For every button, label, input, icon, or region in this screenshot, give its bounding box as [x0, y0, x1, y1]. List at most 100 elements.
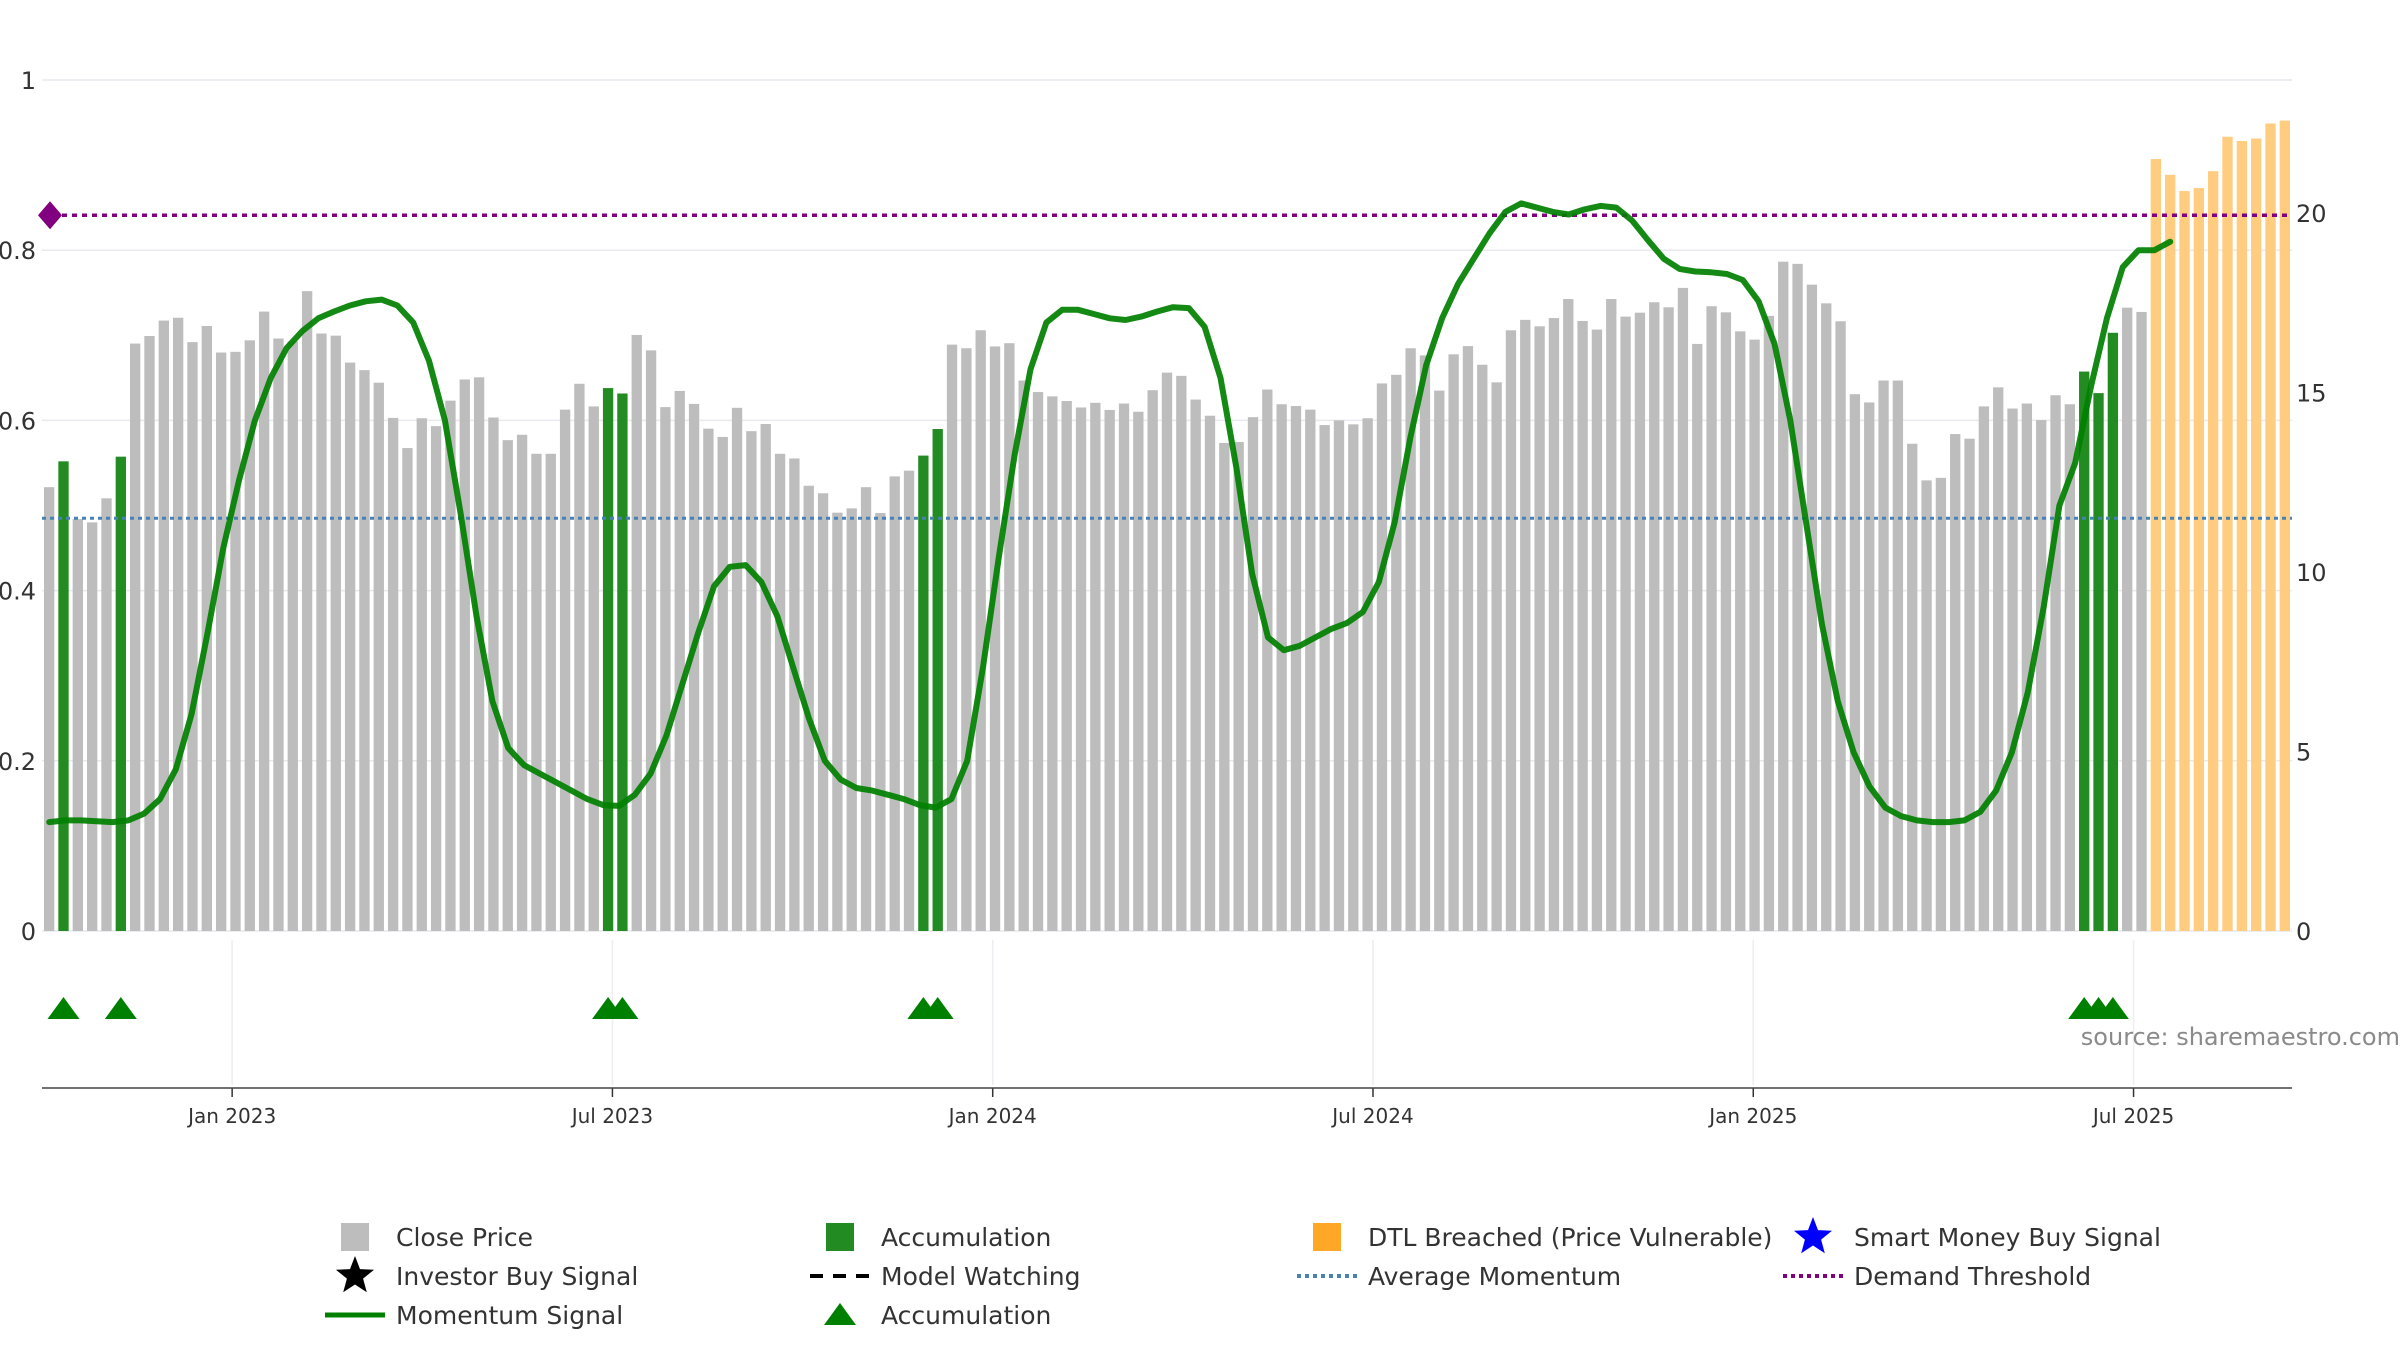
dtl-breached-bar [2236, 141, 2247, 932]
legend-swatch [341, 1223, 369, 1251]
close-price-bar [1004, 343, 1015, 931]
x-tick-label: Jul 2025 [2091, 1104, 2174, 1128]
close-price-bar [846, 508, 857, 931]
price-bars [44, 120, 2290, 932]
close-price-bar [1505, 330, 1517, 931]
close-price-bar [359, 370, 370, 931]
legend-star-icon [336, 1256, 374, 1293]
close-price-bar [774, 453, 786, 931]
close-price-bar [1950, 434, 1961, 931]
close-price-bar [1276, 404, 1287, 931]
close-price-bar [946, 344, 958, 931]
close-price-bar [1548, 318, 1560, 931]
close-price-bar [1763, 315, 1775, 931]
close-price-bar [1018, 380, 1029, 931]
legend-label: DTL Breached (Price Vulnerable) [1368, 1223, 1772, 1252]
close-price-bar [789, 458, 800, 931]
close-price-bar [1649, 302, 1660, 932]
close-price-bar [1075, 407, 1087, 932]
close-price-bar [1835, 321, 1846, 931]
close-price-bar [1333, 420, 1345, 931]
close-price-bar [273, 338, 284, 932]
momentum-signal-path [46, 200, 2174, 826]
close-price-bar [330, 335, 341, 931]
close-price-bar [1319, 425, 1330, 931]
close-price-bar [1118, 403, 1130, 931]
dtl-breached-bar [2251, 138, 2262, 931]
accumulation-triangle [104, 997, 137, 1019]
close-price-bar [989, 346, 1001, 931]
x-tick-label: Jan 2025 [1707, 1104, 1797, 1128]
legend-triangle-icon [824, 1303, 856, 1325]
left-tick-label: 0 [21, 918, 36, 946]
close-price-bar [875, 513, 886, 931]
legend-label: Close Price [396, 1223, 533, 1252]
accumulation-bar [2093, 393, 2104, 931]
close-price-bar [1047, 396, 1058, 932]
legend-label: Accumulation [881, 1301, 1051, 1330]
close-price-bar [87, 522, 98, 931]
close-price-bar [1620, 316, 1631, 931]
close-price-bar [459, 379, 470, 931]
close-price-bar [1591, 329, 1603, 932]
accumulation-triangle [606, 997, 639, 1019]
close-price-bar [1792, 263, 1803, 931]
dtl-breached-bar [2165, 174, 2176, 932]
close-price-bar [1735, 331, 1746, 931]
close-price-bar [373, 382, 384, 931]
close-price-bar [1290, 406, 1302, 932]
close-price-bar [1663, 307, 1674, 931]
right-tick-label: 20 [2296, 200, 2327, 228]
close-price-bar [1878, 380, 1889, 931]
close-price-bar [531, 453, 542, 931]
legend: Close Price Accumulation DTL Breached (Pri… [325, 1217, 2161, 1330]
accumulation-bar [58, 461, 69, 931]
close-price-bar [244, 340, 255, 931]
dtl-breached-bar [2279, 120, 2290, 932]
close-price-bar [2136, 311, 2147, 931]
close-price-bar [731, 407, 743, 931]
close-price-bar [172, 317, 184, 932]
accumulation-bar [115, 456, 126, 931]
accumulation-markers [47, 997, 2129, 1019]
close-price-bar [101, 498, 112, 931]
close-price-bar [1993, 387, 2004, 932]
close-price-bar [975, 330, 986, 931]
legend-label: Accumulation [881, 1223, 1051, 1252]
close-price-bar [688, 403, 700, 931]
close-price-bar [1032, 392, 1044, 931]
close-price-bar [1104, 409, 1115, 931]
close-price-bar [1935, 477, 1947, 931]
close-price-bar [230, 351, 241, 932]
close-price-bar [1821, 303, 1832, 931]
demand-threshold-marker [38, 201, 62, 230]
dtl-breached-bar [2208, 171, 2219, 931]
close-price-bar [1563, 299, 1574, 931]
close-price-bar [1161, 372, 1173, 932]
close-price-bar [473, 377, 485, 931]
close-price-bar [129, 343, 141, 931]
dtl-breached-bar [2150, 158, 2162, 931]
close-price-bar [1534, 326, 1545, 931]
close-price-bar [72, 519, 83, 931]
close-price-bar [187, 342, 198, 931]
close-price-bar [860, 487, 872, 931]
close-price-bar [1491, 382, 1502, 932]
source-credit: source: sharemaestro.com [2081, 1023, 2400, 1051]
close-price-bar [588, 406, 599, 931]
close-price-bar [1749, 339, 1760, 931]
dtl-breached-bar [2193, 188, 2205, 932]
close-price-bar [402, 448, 413, 931]
accumulation-bar [602, 388, 614, 931]
close-price-bar [2036, 420, 2047, 931]
x-tick-label: Jul 2024 [1330, 1104, 1413, 1128]
close-price-bar [1448, 354, 1459, 931]
close-price-bar [158, 320, 169, 931]
accumulation-bar [617, 393, 628, 932]
accumulation-bar [918, 455, 929, 931]
x-tick-label: Jan 2023 [186, 1104, 276, 1128]
close-price-bar [1133, 411, 1144, 931]
close-price-bar [144, 336, 155, 931]
close-price-bar [559, 409, 571, 932]
right-tick-label: 10 [2296, 559, 2327, 587]
